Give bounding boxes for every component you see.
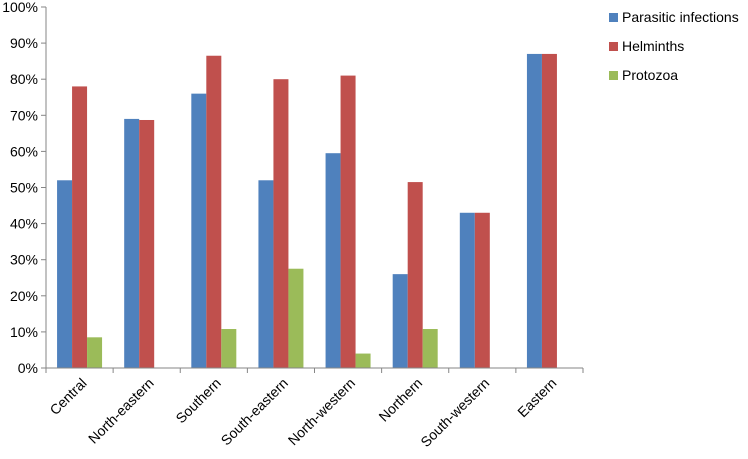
bar-helminths-northern [407, 182, 423, 368]
y-tick-label: 80% [10, 71, 38, 87]
bar-parasitic-infections-north-western [325, 153, 341, 368]
bar-helminths-southern [206, 55, 222, 369]
y-tick-label: 100% [2, 0, 38, 15]
bar-parasitic-infections-north-eastern [124, 118, 140, 368]
x-tick-label: Southern [172, 375, 223, 426]
bar-parasitic-infections-eastern [526, 53, 542, 369]
x-tick-label: South-eastern [218, 375, 292, 449]
legend-swatch [609, 13, 618, 22]
x-tick-label: South-western [417, 375, 492, 450]
bar-protozoa-central [87, 337, 103, 368]
bar-parasitic-infections-central [57, 180, 73, 368]
bar-helminths-south-eastern [273, 79, 289, 368]
bar-helminths-south-western [474, 212, 490, 368]
y-tick-label: 0% [18, 360, 38, 376]
x-tick-label: Central [46, 375, 89, 418]
y-tick-label: 60% [10, 143, 38, 159]
bar-parasitic-infections-southern [191, 93, 207, 368]
x-tick-label: North-eastern [85, 375, 157, 447]
bar-parasitic-infections-south-western [459, 212, 475, 368]
x-tick-label: North-western [285, 375, 358, 448]
bar-protozoa-southern [221, 329, 237, 368]
bar-helminths-eastern [541, 53, 557, 369]
x-tick-label: Northern [375, 375, 425, 425]
bar-helminths-north-western [340, 75, 356, 368]
y-axis-ticks: 0% 10% 20% 30% 40% 50% 60% 70% 80% 90% 100% [2, 0, 46, 376]
bar-parasitic-infections-northern [392, 274, 408, 368]
bar-helminths-central [72, 86, 88, 369]
y-tick-label: 10% [10, 324, 38, 340]
y-tick-label: 20% [10, 288, 38, 304]
legend-label: Helminths [622, 38, 684, 54]
y-tick-label: 90% [10, 35, 38, 51]
bar-helminths-north-eastern [139, 119, 155, 368]
bars [57, 53, 557, 369]
legend-swatch [609, 42, 618, 51]
legend-swatch [609, 71, 618, 80]
y-tick-label: 40% [10, 216, 38, 232]
y-tick-label: 30% [10, 252, 38, 268]
bar-protozoa-south-eastern [288, 268, 304, 368]
x-tick-label: Eastern [514, 375, 559, 420]
axes [45, 7, 584, 373]
bar-protozoa-north-western [355, 353, 371, 368]
legend: Parasitic infections Helminths Protozoa [609, 9, 739, 83]
y-tick-label: 70% [10, 107, 38, 123]
legend-label: Protozoa [622, 67, 678, 83]
legend-label: Parasitic infections [622, 9, 739, 25]
y-tick-label: 50% [10, 180, 38, 196]
bar-protozoa-northern [422, 329, 438, 368]
bar-parasitic-infections-south-eastern [258, 180, 274, 368]
